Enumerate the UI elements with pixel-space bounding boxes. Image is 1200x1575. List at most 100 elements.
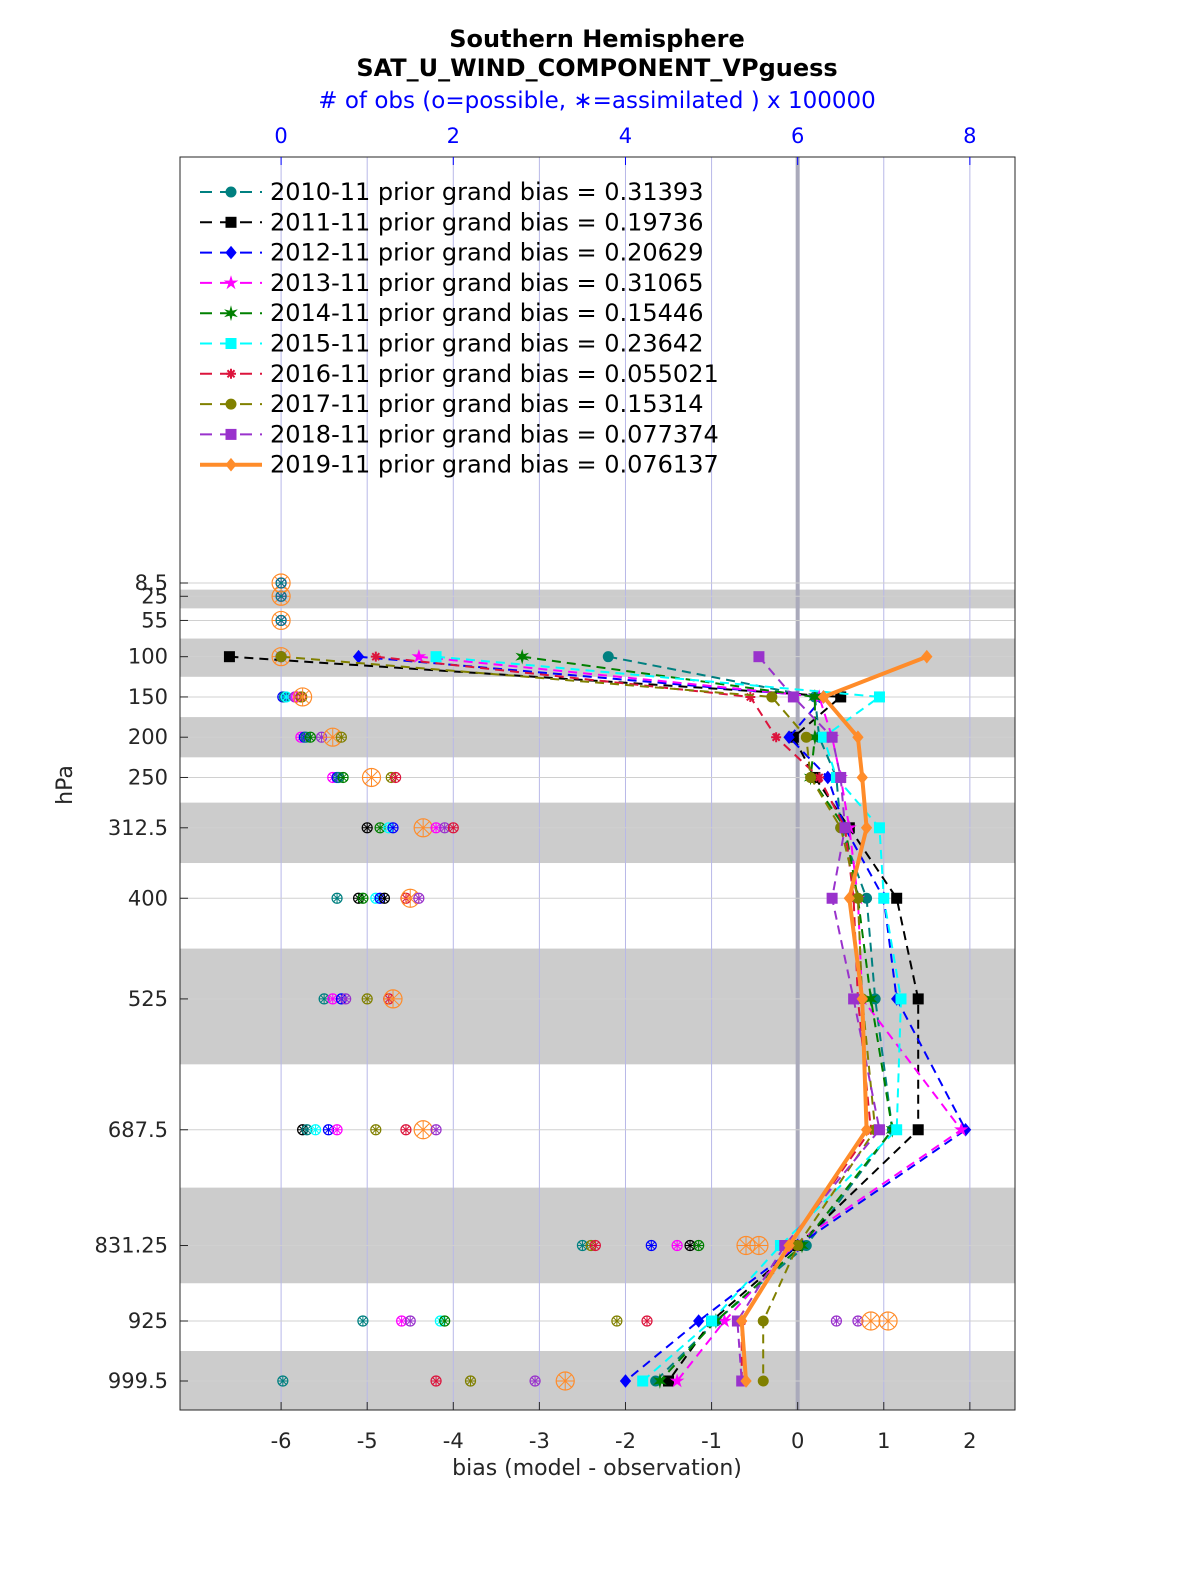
legend: 2010-11 prior grand bias = 0.313932011-1…: [200, 178, 719, 479]
x-tick-label: 2: [963, 1429, 976, 1453]
legend-label: 2017-11 prior grand bias = 0.15314: [270, 390, 703, 418]
legend-marker: [226, 368, 236, 379]
series-point-8: [873, 1124, 885, 1136]
obs-assimilated-marker: [879, 1312, 898, 1331]
series-point-1: [912, 993, 924, 1005]
y-tick-label: 400: [128, 886, 168, 910]
obs-assimilated-marker: [861, 1312, 880, 1331]
obs-assimilated-marker: [749, 1236, 768, 1255]
legend-label: 2013-11 prior grand bias = 0.31065: [270, 269, 703, 297]
x-tick-label: 0: [791, 1429, 804, 1453]
obs-assimilated-marker: [338, 772, 349, 783]
series-point-5: [891, 1124, 903, 1136]
y-tick-label: 999.5: [108, 1369, 168, 1393]
obs-assimilated-marker: [357, 1316, 368, 1327]
obs-assimilated-marker: [327, 993, 338, 1004]
x-tick-label: -4: [443, 1429, 464, 1453]
series-point-7: [766, 691, 778, 703]
obs-count-markers: [271, 573, 898, 1391]
level-band: [180, 802, 1015, 864]
obs-assimilated-marker: [379, 893, 390, 904]
legend-label: 2011-11 prior grand bias = 0.19736: [270, 208, 703, 236]
series-point-1: [663, 1375, 675, 1387]
series-point-9: [843, 891, 855, 906]
obs-assimilated-marker: [332, 893, 343, 904]
series-point-4: [653, 1373, 667, 1389]
legend-marker: [225, 457, 237, 472]
obs-assimilated-marker: [414, 1120, 433, 1139]
series-point-9: [921, 649, 933, 664]
series-point-5: [873, 691, 885, 703]
legend-label: 2019-11 prior grand bias = 0.076137: [270, 451, 719, 479]
series-point-9: [856, 992, 868, 1006]
obs-assimilated-marker: [556, 1372, 575, 1390]
legend-label: 2016-11 prior grand bias = 0.055021: [270, 360, 719, 388]
x-tick-label: -3: [529, 1429, 550, 1453]
top-tick-label: 0: [274, 124, 287, 148]
chart-subtitle: SAT_U_WIND_COMPONENT_VPguess: [356, 54, 837, 82]
obs-assimilated-marker: [276, 578, 287, 588]
legend-marker: [225, 216, 237, 228]
series-point-7: [275, 651, 287, 663]
chart-title: Southern Hemisphere: [449, 25, 745, 53]
series-point-5: [873, 822, 885, 834]
legend-label: 2015-11 prior grand bias = 0.23642: [270, 330, 703, 358]
y-tick-label: 831.25: [95, 1234, 168, 1258]
obs-assimilated-marker: [323, 728, 342, 747]
obs-assimilated-marker: [737, 1236, 756, 1255]
legend-label: 2018-11 prior grand bias = 0.077374: [270, 420, 719, 448]
obs-assimilated-marker: [375, 822, 386, 833]
series-lines: [223, 648, 972, 1389]
series-point-0: [602, 651, 614, 663]
obs-assimilated-marker: [431, 1124, 442, 1135]
top-axis-label: # of obs (o=possible, ∗=assimilated ) x …: [318, 88, 876, 114]
obs-assimilated-marker: [340, 993, 351, 1004]
top-tick-label: 2: [447, 124, 460, 148]
obs-assimilated-marker: [646, 1240, 657, 1251]
obs-assimilated-marker: [439, 1316, 450, 1327]
series-point-8: [826, 731, 838, 743]
series-line-1: [229, 655, 920, 1382]
series-point-8: [835, 771, 847, 783]
series-point-6: [814, 772, 825, 783]
obs-assimilated-marker: [401, 889, 420, 908]
obs-assimilated-marker: [405, 1316, 416, 1327]
series-point-5: [430, 651, 442, 663]
y-tick-label: 525: [128, 987, 168, 1011]
series-point-5: [878, 892, 890, 904]
y-tick-label: 150: [128, 685, 168, 709]
y-tick-label: 312.5: [108, 816, 168, 840]
level-band: [180, 948, 1015, 1065]
series-point-9: [852, 730, 864, 744]
y-tick-label: 200: [128, 725, 168, 749]
legend-marker: [224, 305, 238, 322]
obs-assimilated-marker: [362, 768, 381, 787]
series-point-9: [817, 690, 830, 704]
obs-assimilated-marker: [390, 772, 401, 783]
series-point-9: [783, 1238, 795, 1253]
series-point-7: [800, 731, 812, 743]
level-bands: [180, 589, 1015, 1410]
obs-assimilated-marker: [431, 1376, 442, 1386]
obs-assimilated-marker: [362, 993, 373, 1004]
series-point-8: [839, 822, 851, 834]
obs-assimilated-marker: [530, 1376, 541, 1386]
series-point-1: [912, 1124, 924, 1136]
legend-marker: [225, 338, 237, 349]
obs-assimilated-marker: [362, 822, 373, 833]
series-point-9: [860, 1122, 873, 1137]
series-point-5: [895, 993, 907, 1005]
series-point-3: [411, 649, 427, 663]
obs-assimilated-marker: [277, 1376, 288, 1386]
top-tick-label: 4: [619, 124, 632, 148]
obs-assimilated-marker: [396, 1316, 407, 1327]
series-point-5: [637, 1375, 649, 1387]
series-point-9: [736, 1314, 748, 1328]
series-point-7: [805, 771, 817, 783]
series-point-7: [757, 1315, 769, 1327]
series-point-8: [753, 651, 765, 663]
obs-assimilated-marker: [577, 1240, 588, 1251]
series-point-6: [745, 691, 756, 702]
obs-assimilated-marker: [431, 822, 442, 833]
